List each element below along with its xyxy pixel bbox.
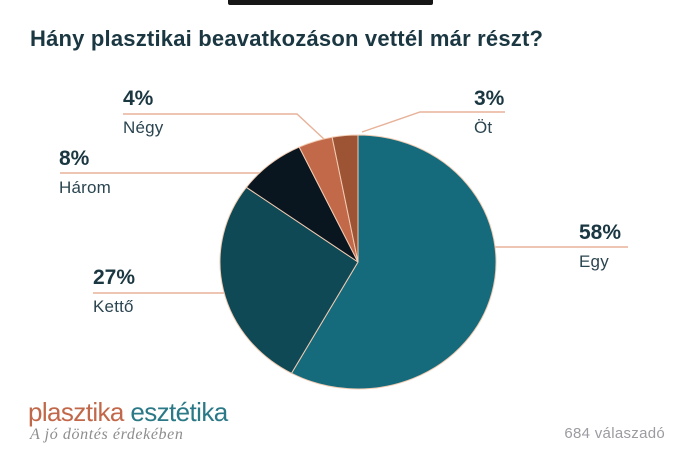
top-accent-bar [228, 0, 433, 5]
brand-tagline: A jó döntés érdekében [30, 426, 184, 443]
brand-logo-part2: esztétika [130, 397, 228, 427]
callout-negy-percent: 4% [123, 87, 154, 110]
brand-logo: plasztika esztétika [28, 397, 228, 428]
callout-egy-percent: 58% [579, 221, 622, 244]
callout-ot: 3% Öt [474, 87, 504, 138]
leader-line-negy [123, 113, 326, 141]
callout-negy-label: Négy [123, 118, 164, 137]
callout-negy: 4% Négy [123, 87, 164, 138]
chart-title: Hány plasztikai beavatkozáson vettél már… [30, 26, 544, 51]
callout-harom: 8% Három [59, 147, 111, 198]
pie-slice-ot [331, 134, 359, 263]
respondents-count: 684 válaszadó [564, 425, 665, 442]
callout-harom-percent: 8% [59, 147, 90, 170]
callout-ketto-label: Kettő [93, 297, 134, 316]
callout-ketto-percent: 27% [93, 266, 136, 289]
brand-logo-part1: plasztika [28, 397, 124, 427]
leader-line-ot [361, 111, 505, 133]
callout-ketto: 27% Kettő [93, 266, 135, 317]
pie-slice-ketto [219, 186, 359, 374]
callout-egy: 58% Egy [579, 221, 621, 272]
pie-slice-egy [291, 134, 497, 390]
callout-ot-percent: 3% [474, 87, 505, 110]
callout-harom-label: Három [59, 178, 112, 197]
callout-ot-label: Öt [474, 118, 493, 137]
callout-egy-label: Egy [579, 252, 609, 271]
